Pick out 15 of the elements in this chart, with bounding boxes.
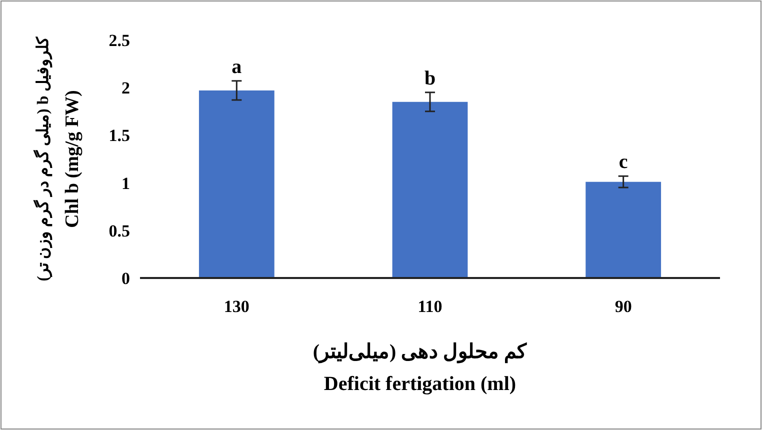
y-tick-label: 2 [122,78,130,98]
y-tick-label: 2.5 [108,31,130,50]
x-tick-label: 130 [224,297,250,316]
y-tick-label: 0.5 [108,221,130,240]
bar [586,182,662,278]
x-tick-label: 110 [418,297,442,316]
y-tick-label: 0 [122,269,130,288]
annotation: a [232,56,242,78]
annotation: c [618,151,628,174]
annotation: b [424,67,436,90]
bar [198,90,274,278]
y-tick-label: 1 [122,174,130,193]
bar [392,102,468,278]
y-tick-label: 1.5 [108,126,130,146]
x-tick-label: 90 [614,297,632,316]
